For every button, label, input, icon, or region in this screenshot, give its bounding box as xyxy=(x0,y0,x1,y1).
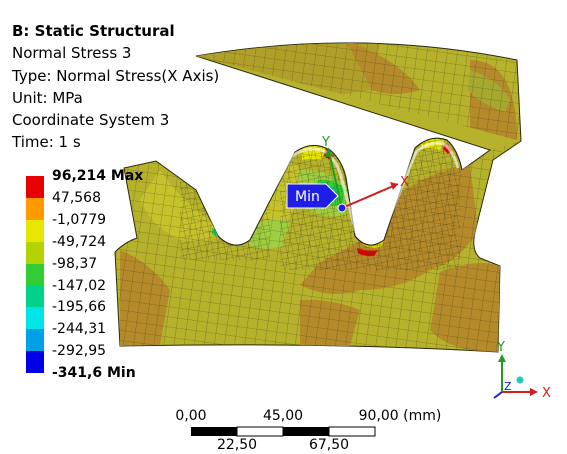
triad-z-label: Z xyxy=(504,380,512,393)
legend-label: -195,66 xyxy=(52,299,107,316)
legend-band xyxy=(26,219,44,242)
triad-y-label: Y xyxy=(496,340,505,355)
legend-label: -1,0779 xyxy=(52,211,107,228)
legend-band xyxy=(26,241,44,264)
scale-bar xyxy=(191,426,376,437)
legend-label: -244,31 xyxy=(52,321,107,338)
result-info: B: Static Structural Normal Stress 3 Typ… xyxy=(12,20,219,154)
legend-label: -292,95 xyxy=(52,343,107,360)
scale-label: 22,50 xyxy=(216,437,258,453)
local-x-axis-label: X xyxy=(400,175,409,190)
result-name: Normal Stress 3 xyxy=(12,44,132,63)
legend-band xyxy=(26,307,44,330)
global-triad[interactable]: X Y Z xyxy=(493,340,551,401)
legend-label: -147,02 xyxy=(52,277,107,294)
min-probe-label: Min xyxy=(295,189,320,205)
result-time: Time: 1 s xyxy=(12,133,81,152)
min-probe-tag[interactable]: Min xyxy=(286,183,339,209)
result-unit: Unit: MPa xyxy=(12,88,83,107)
scale-label: 67,50 xyxy=(308,437,350,453)
legend-min-label: -341,6 Min xyxy=(52,365,136,382)
legend-band xyxy=(26,176,44,198)
scale-label: 90,00 (mm) xyxy=(358,408,442,424)
result-type: Type: Normal Stress(X Axis) xyxy=(12,66,220,85)
legend-band xyxy=(26,285,44,308)
legend-label: 47,568 xyxy=(52,189,101,206)
scale-label: 0,00 xyxy=(175,408,207,424)
legend-max-label: 96,214 Max xyxy=(52,168,144,184)
legend-band xyxy=(26,197,44,220)
legend-label: -98,37 xyxy=(52,255,98,272)
legend-band xyxy=(26,329,44,352)
legend-color-bar xyxy=(26,176,44,374)
coordinate-system: Coordinate System 3 xyxy=(12,111,170,130)
legend-band xyxy=(26,263,44,286)
legend-band xyxy=(26,351,44,374)
scale-label: 45,00 xyxy=(262,408,304,424)
triad-x-label: X xyxy=(542,386,551,401)
analysis-title: B: Static Structural xyxy=(12,22,175,40)
local-coordinate-system: X Y xyxy=(321,135,409,213)
legend-label: -49,724 xyxy=(52,233,107,250)
local-y-axis-label: Y xyxy=(321,135,330,150)
